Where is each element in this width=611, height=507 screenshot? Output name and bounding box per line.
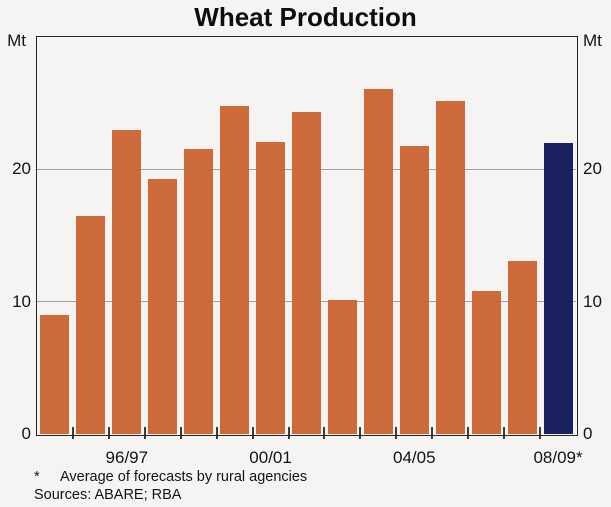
- x-axis-tick: [431, 427, 434, 439]
- x-tick-label-96-97: 96/97: [105, 448, 149, 467]
- x-axis-tick: [359, 427, 362, 439]
- footnote-text: Average of forecasts by rural agencies: [60, 469, 308, 485]
- plot-area: [37, 37, 576, 434]
- bar-06/07: [471, 291, 501, 434]
- x-axis-tick: [503, 427, 506, 439]
- y-tick-label-left-20: 20: [12, 159, 31, 179]
- y-tick-label-left-0: 0: [21, 424, 31, 443]
- x-tick-label-08-09: 08/09*: [533, 448, 583, 467]
- x-axis-tick: [251, 427, 254, 439]
- footnote: * Average of forecasts by rural agencies: [34, 468, 594, 486]
- bar-96/97: [112, 129, 142, 434]
- bar-05/06: [435, 100, 465, 434]
- y-tick-label-right-0: 0: [583, 424, 593, 443]
- footnote-marker: *: [34, 469, 40, 485]
- bar-07/08: [507, 260, 537, 434]
- bar-95/96: [76, 215, 106, 434]
- bar-03/04: [363, 88, 393, 434]
- bar-08/09: [543, 142, 573, 434]
- x-tick-label-00-01: 00/01: [249, 448, 292, 467]
- y-axis-unit-left: Mt: [7, 31, 26, 50]
- x-axis-tick: [179, 427, 182, 439]
- bar-04/05: [399, 145, 429, 434]
- y-tick-label-right-10: 10: [583, 291, 602, 311]
- x-axis-tick: [143, 427, 146, 439]
- bar-02/03: [327, 300, 357, 434]
- x-axis-tick: [287, 427, 290, 439]
- y-tick-label-left-10: 10: [12, 291, 31, 311]
- x-axis-tick: [467, 427, 470, 439]
- x-axis-tick: [215, 427, 218, 439]
- bar-98/99: [184, 149, 214, 434]
- bar-00/01: [256, 141, 286, 434]
- x-axis-tick: [107, 427, 110, 439]
- chart-title: Wheat Production: [194, 2, 417, 32]
- bar-94/95: [40, 314, 70, 434]
- x-axis-tick: [71, 427, 74, 439]
- bar-99/00: [220, 105, 250, 434]
- x-tick-label-04-05: 04/05: [393, 448, 436, 467]
- bar-01/02: [292, 112, 321, 434]
- x-axis-tick: [323, 427, 326, 439]
- bar-97/98: [148, 178, 178, 434]
- y-axis-unit-right: Mt: [583, 31, 602, 50]
- x-axis-tick: [539, 427, 542, 439]
- x-axis-tick: [395, 427, 398, 439]
- y-tick-label-right-20: 20: [583, 159, 602, 179]
- sources-note: Sources: ABARE; RBA: [34, 487, 182, 503]
